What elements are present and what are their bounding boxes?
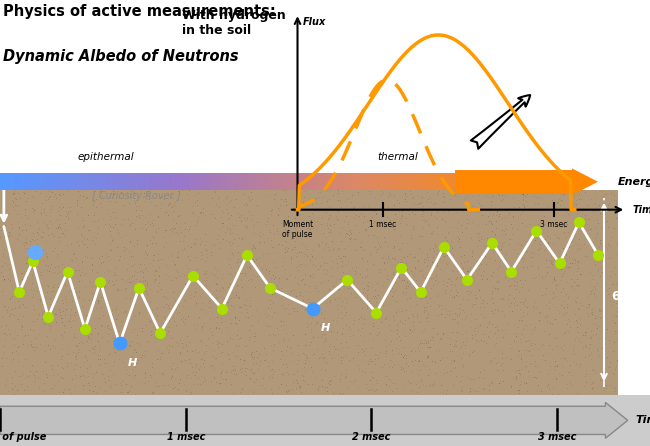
Text: 60 cm: 60 cm <box>612 290 650 303</box>
FancyArrow shape <box>455 169 598 195</box>
Text: With hydrogen
in the soil: With hydrogen in the soil <box>182 9 286 37</box>
Text: Time: Time <box>635 415 650 425</box>
Text: H: H <box>127 358 136 368</box>
Text: Dynamic Albedo of Neutrons: Dynamic Albedo of Neutrons <box>3 49 239 64</box>
Text: Energy: Energy <box>618 177 650 187</box>
Text: 1 msec: 1 msec <box>369 220 396 229</box>
Text: thermal: thermal <box>377 152 418 161</box>
Text: Flux: Flux <box>303 17 326 27</box>
Text: 1 msec: 1 msec <box>166 432 205 442</box>
Text: 3 msec: 3 msec <box>540 220 567 229</box>
Text: epithermal: epithermal <box>78 152 135 161</box>
Text: [ Curiosity Rover ]: [ Curiosity Rover ] <box>92 191 181 201</box>
Text: 3 msec: 3 msec <box>538 432 577 442</box>
Text: Physics of active measurements:: Physics of active measurements: <box>3 4 276 20</box>
Text: Moment of pulse: Moment of pulse <box>0 432 46 442</box>
Text: Time: Time <box>632 205 650 215</box>
Text: Moment
of pulse: Moment of pulse <box>282 220 313 239</box>
Text: H: H <box>320 323 330 333</box>
Text: 2 msec: 2 msec <box>352 432 391 442</box>
FancyArrow shape <box>0 402 628 438</box>
